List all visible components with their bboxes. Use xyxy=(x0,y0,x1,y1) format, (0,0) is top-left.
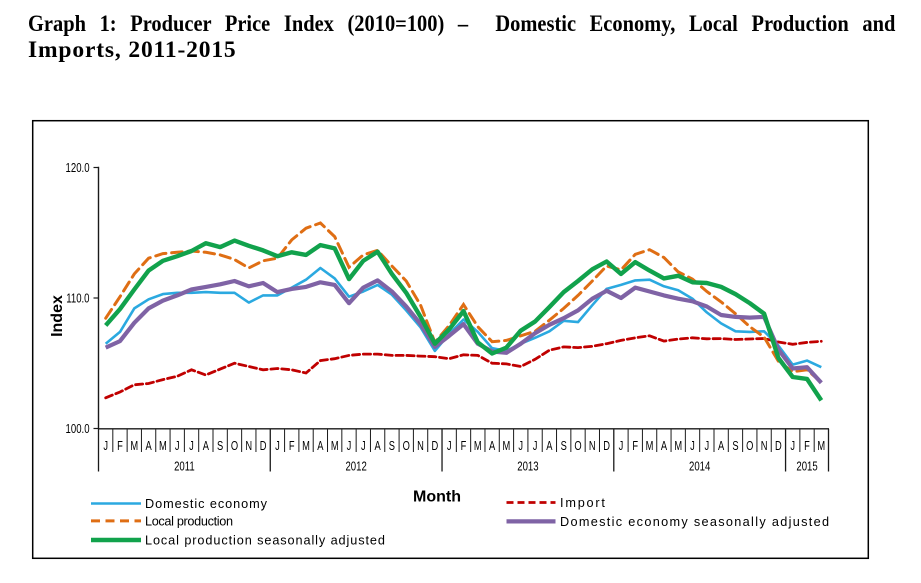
svg-text:2012: 2012 xyxy=(345,460,366,474)
svg-text:M: M xyxy=(503,440,511,454)
svg-text:M: M xyxy=(331,440,339,454)
svg-text:J: J xyxy=(361,440,366,454)
svg-text:M: M xyxy=(646,440,654,454)
svg-text:J: J xyxy=(518,440,523,454)
svg-text:D: D xyxy=(603,440,610,454)
svg-text:A: A xyxy=(317,440,324,454)
svg-text:A: A xyxy=(546,440,553,454)
svg-text:J: J xyxy=(790,440,795,454)
svg-text:D: D xyxy=(432,440,439,454)
svg-text:J: J xyxy=(705,440,710,454)
svg-text:M: M xyxy=(674,440,682,454)
svg-text:J: J xyxy=(690,440,695,454)
svg-text:N: N xyxy=(761,440,768,454)
svg-text:2011: 2011 xyxy=(174,460,195,474)
svg-text:2013: 2013 xyxy=(517,460,538,474)
svg-text:A: A xyxy=(203,440,210,454)
svg-text:N: N xyxy=(417,440,424,454)
svg-text:F: F xyxy=(461,440,467,454)
svg-text:F: F xyxy=(804,440,810,454)
svg-text:D: D xyxy=(260,440,267,454)
svg-text:J: J xyxy=(347,440,352,454)
svg-text:F: F xyxy=(117,440,123,454)
svg-text:Local production: Local production xyxy=(145,514,233,528)
svg-text:Domestic economy: Domestic economy xyxy=(145,497,268,511)
svg-text:O: O xyxy=(403,440,411,454)
svg-text:Month: Month xyxy=(413,488,461,505)
svg-text:A: A xyxy=(375,440,382,454)
svg-text:S: S xyxy=(217,440,223,454)
svg-text:J: J xyxy=(275,440,280,454)
svg-text:J: J xyxy=(447,440,452,454)
svg-text:O: O xyxy=(746,440,754,454)
svg-text:J: J xyxy=(175,440,180,454)
svg-text:S: S xyxy=(732,440,738,454)
svg-text:2014: 2014 xyxy=(689,460,710,474)
svg-text:D: D xyxy=(775,440,782,454)
svg-text:A: A xyxy=(661,440,668,454)
svg-text:Domestic economy seasonally ad: Domestic economy seasonally adjusted xyxy=(560,515,830,529)
svg-text:F: F xyxy=(632,440,638,454)
svg-text:120.0: 120.0 xyxy=(66,162,90,176)
svg-text:O: O xyxy=(231,440,239,454)
svg-text:J: J xyxy=(619,440,624,454)
svg-text:Import: Import xyxy=(560,496,607,510)
svg-text:A: A xyxy=(145,440,152,454)
svg-text:J: J xyxy=(103,440,108,454)
svg-text:S: S xyxy=(561,440,567,454)
svg-text:100.0: 100.0 xyxy=(66,423,90,437)
svg-text:M: M xyxy=(302,440,310,454)
svg-text:M: M xyxy=(159,440,167,454)
svg-text:2015: 2015 xyxy=(796,460,817,474)
svg-text:M: M xyxy=(130,440,138,454)
svg-text:F: F xyxy=(289,440,295,454)
svg-text:A: A xyxy=(489,440,496,454)
svg-text:S: S xyxy=(389,440,395,454)
svg-text:Local production seasonally ad: Local production seasonally adjusted xyxy=(145,534,386,548)
svg-text:M: M xyxy=(474,440,482,454)
svg-text:J: J xyxy=(189,440,194,454)
svg-text:N: N xyxy=(245,440,252,454)
svg-text:M: M xyxy=(817,440,825,454)
svg-text:A: A xyxy=(718,440,725,454)
svg-text:110.0: 110.0 xyxy=(66,292,89,306)
svg-text:J: J xyxy=(533,440,538,454)
svg-text:N: N xyxy=(589,440,596,454)
svg-text:O: O xyxy=(574,440,582,454)
svg-text:Index: Index xyxy=(49,295,66,337)
